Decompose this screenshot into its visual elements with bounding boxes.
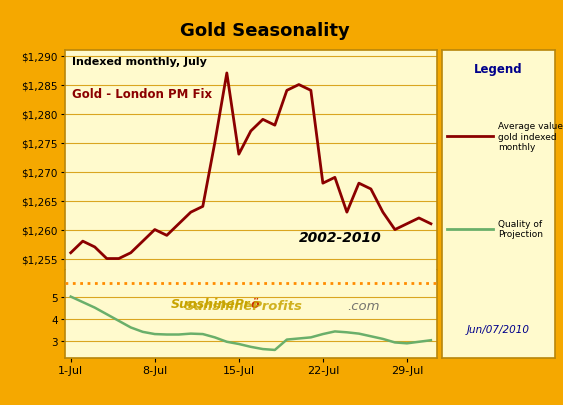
- Text: Indexed monthly, July: Indexed monthly, July: [72, 57, 207, 67]
- Text: Gold Seasonality: Gold Seasonality: [180, 22, 350, 40]
- Text: .com: .com: [347, 299, 380, 312]
- Text: SunshineProfits: SunshineProfits: [185, 299, 302, 312]
- Text: Legend: Legend: [474, 63, 522, 76]
- Text: 2002-2010: 2002-2010: [299, 230, 382, 244]
- Text: Gold - London PM Fix: Gold - London PM Fix: [72, 88, 212, 101]
- Text: Average value of
gold indexed
monthly: Average value of gold indexed monthly: [498, 122, 563, 151]
- Text: Quality of
Projection: Quality of Projection: [498, 220, 543, 239]
- Text: ö: ö: [251, 297, 260, 310]
- Text: Jun/07/2010: Jun/07/2010: [467, 324, 530, 334]
- Text: SunshinePr: SunshinePr: [171, 297, 251, 310]
